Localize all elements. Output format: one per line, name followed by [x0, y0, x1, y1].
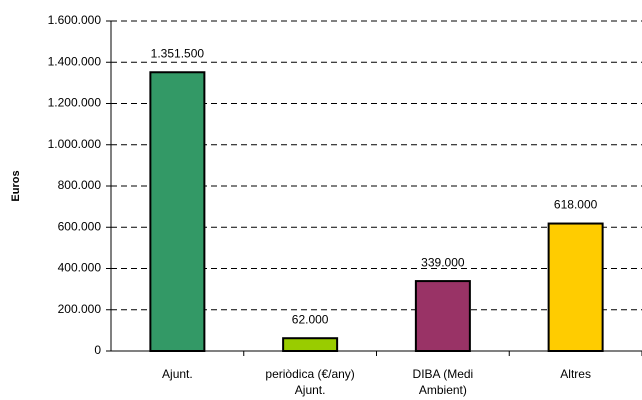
bar: [282, 337, 339, 352]
y-tick-label: 1.200.000: [48, 96, 102, 110]
bar: [414, 280, 471, 352]
y-tick-label: 600.000: [58, 219, 102, 233]
bar: [547, 222, 604, 353]
y-tick-label: 800.000: [58, 178, 102, 192]
y-tick-label: 1.000.000: [48, 137, 102, 151]
bar: [149, 71, 206, 353]
x-tick-label: Altres: [560, 367, 591, 381]
x-tick-label: Ajunt.: [162, 367, 193, 381]
value-label: 62.000: [292, 312, 329, 326]
y-tick-label: 0: [94, 343, 101, 357]
x-tick-label: Ambient): [419, 383, 467, 397]
x-tick-label: DIBA (Medi: [413, 367, 474, 381]
value-label: 339.000: [421, 255, 465, 269]
y-tick-label: 1.600.000: [48, 13, 102, 27]
y-tick-label: 1.400.000: [48, 54, 102, 68]
y-tick-label: 200.000: [58, 302, 102, 316]
y-tick-label: 400.000: [58, 261, 102, 275]
y-axis-label: Euros: [10, 170, 22, 201]
x-tick-label: periòdica (€/any): [265, 367, 354, 381]
x-tick-label: Ajunt.: [295, 383, 326, 397]
value-label: 1.351.500: [151, 46, 205, 60]
value-label: 618.000: [554, 198, 598, 212]
